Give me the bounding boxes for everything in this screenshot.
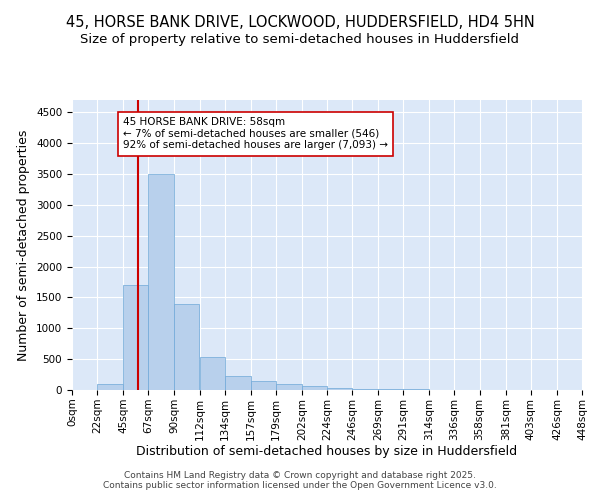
- Bar: [251, 380, 276, 390]
- Bar: [199, 358, 224, 390]
- Bar: [378, 389, 403, 390]
- Bar: [327, 388, 352, 390]
- Text: 45, HORSE BANK DRIVE, LOCKWOOD, HUDDERSFIELD, HD4 5HN: 45, HORSE BANK DRIVE, LOCKWOOD, HUDDERSF…: [65, 15, 535, 30]
- X-axis label: Distribution of semi-detached houses by size in Huddersfield: Distribution of semi-detached houses by …: [136, 446, 518, 458]
- Bar: [302, 386, 327, 390]
- Bar: [276, 384, 302, 390]
- Bar: [175, 304, 199, 390]
- Text: Size of property relative to semi-detached houses in Huddersfield: Size of property relative to semi-detach…: [80, 32, 520, 46]
- Bar: [97, 384, 123, 390]
- Bar: [224, 376, 251, 390]
- Bar: [352, 389, 378, 390]
- Bar: [123, 285, 148, 390]
- Text: Contains HM Land Registry data © Crown copyright and database right 2025.
Contai: Contains HM Land Registry data © Crown c…: [103, 470, 497, 490]
- Bar: [148, 174, 175, 390]
- Y-axis label: Number of semi-detached properties: Number of semi-detached properties: [17, 130, 31, 360]
- Text: 45 HORSE BANK DRIVE: 58sqm
← 7% of semi-detached houses are smaller (546)
92% of: 45 HORSE BANK DRIVE: 58sqm ← 7% of semi-…: [123, 118, 388, 150]
